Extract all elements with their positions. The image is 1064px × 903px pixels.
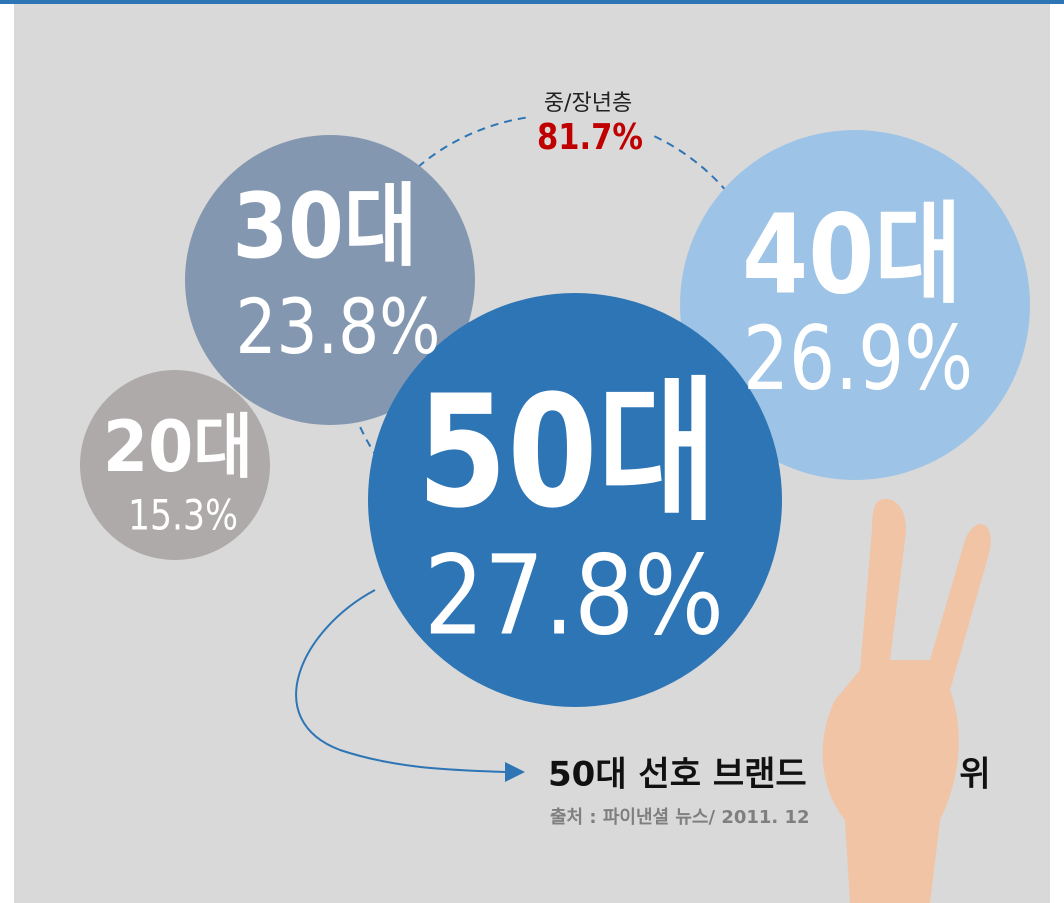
caption: 50대 선호 브랜드 bbox=[548, 755, 807, 795]
source: 출처 : 파이낸셜 뉴스/ 2011. 12 bbox=[550, 807, 810, 828]
caption-suffix: 위 bbox=[959, 755, 990, 795]
circle-label: 20대 bbox=[103, 406, 253, 488]
hand bbox=[822, 499, 991, 903]
circle-value: 26.9% bbox=[743, 307, 973, 410]
circle-value: 23.8% bbox=[236, 282, 441, 371]
circle-40 bbox=[680, 130, 1030, 480]
arrowhead bbox=[505, 762, 525, 782]
circle-50 bbox=[368, 293, 782, 707]
circle-label: 50대 bbox=[417, 361, 717, 542]
circle-label: 30대 bbox=[233, 174, 418, 279]
group-label: 중/장년층 bbox=[544, 91, 632, 116]
hand-shape bbox=[822, 499, 991, 903]
circle-value: 15.3% bbox=[128, 491, 238, 540]
circle-label: 40대 bbox=[742, 190, 962, 318]
group-value: 81.7% bbox=[537, 117, 643, 158]
label-backdrop bbox=[530, 92, 650, 158]
circle-30 bbox=[185, 135, 475, 425]
circle-20 bbox=[80, 370, 270, 560]
arrow-line bbox=[295, 589, 506, 773]
top-border bbox=[0, 0, 1064, 4]
circle-value: 27.8% bbox=[424, 531, 724, 659]
